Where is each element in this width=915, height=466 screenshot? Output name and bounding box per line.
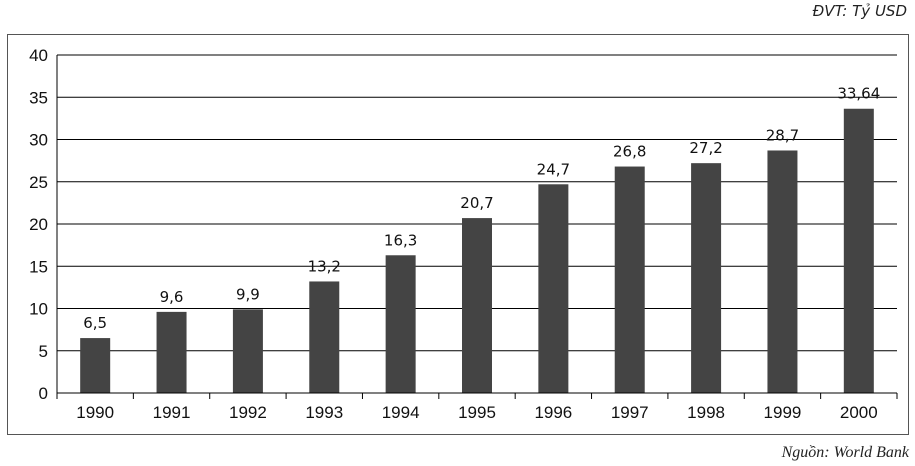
labels: 0 5 10 15 20 25 30 35 40 1990 6,5 1991 9,6 1992 9,9 199… (29, 46, 880, 422)
y-tick-label: 30 (29, 131, 48, 150)
x-tick-label: 1993 (305, 403, 343, 422)
y-tick-label: 10 (29, 300, 48, 319)
unit-note: ĐVT: Tỷ USD (812, 2, 907, 20)
axes (56, 55, 898, 399)
bar (691, 163, 722, 393)
data-label: 26,8 (613, 143, 646, 161)
data-label: 33,64 (837, 85, 880, 103)
x-tick-label: 1990 (76, 403, 114, 422)
data-label: 9,9 (236, 285, 260, 303)
x-tick-label: 1999 (764, 403, 802, 422)
x-tick-label: 1994 (382, 403, 420, 422)
data-label: 13,2 (308, 257, 341, 275)
x-tick-label: 1996 (534, 403, 572, 422)
x-tick-label: 1991 (153, 403, 191, 422)
y-tick-label: 35 (29, 88, 48, 107)
bar (462, 218, 492, 393)
bar-chart: 0 5 10 15 20 25 30 35 40 1990 6,5 1991 9,6 1992 9,9 199… (29, 46, 898, 422)
bar (80, 338, 111, 393)
bar (232, 309, 263, 393)
bar (614, 166, 645, 393)
y-tick-label: 15 (29, 257, 48, 276)
bar (538, 184, 569, 393)
x-tick-label: 2000 (840, 403, 878, 422)
data-label: 6,5 (83, 314, 107, 332)
data-label: 24,7 (537, 160, 570, 178)
x-tick-label: 1995 (458, 403, 496, 422)
data-label: 20,7 (460, 194, 493, 212)
bar (156, 311, 187, 393)
x-tick-label: 1998 (687, 403, 725, 422)
y-tick-label: 40 (29, 46, 48, 65)
bar (767, 150, 798, 393)
y-tick-label: 20 (29, 215, 48, 234)
data-label: 9,6 (160, 288, 184, 306)
y-tick-label: 0 (39, 384, 48, 403)
data-label: 27,2 (689, 139, 722, 157)
source-note: Nguồn: World Bank (781, 444, 909, 461)
y-tick-label: 25 (29, 173, 48, 192)
x-tick-label: 1997 (611, 403, 649, 422)
bar (309, 281, 340, 393)
bar (843, 108, 874, 393)
bar (385, 255, 416, 393)
y-tick-label: 5 (39, 342, 48, 361)
bars (80, 108, 874, 393)
data-label: 28,7 (766, 126, 799, 144)
x-tick-label: 1992 (229, 403, 267, 422)
chart-frame: 0 5 10 15 20 25 30 35 40 1990 6,5 1991 9,6 1992 9,9 199… (7, 34, 909, 435)
data-label: 16,3 (384, 231, 417, 249)
